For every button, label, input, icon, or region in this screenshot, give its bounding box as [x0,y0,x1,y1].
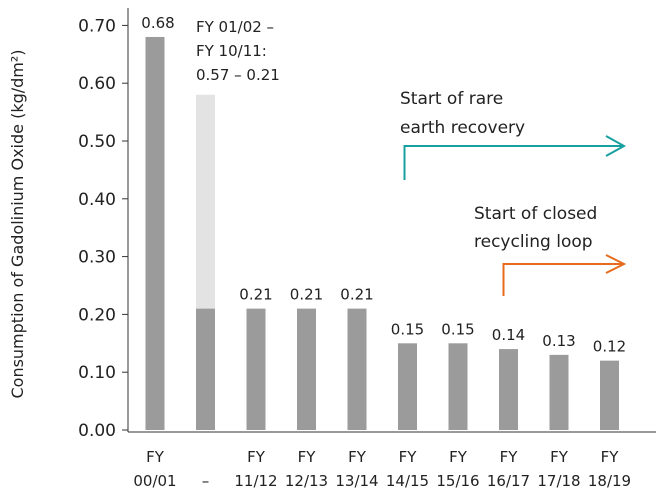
event-label-line: Start of rare [400,89,503,109]
x-tick-label-line2: 00/01 [133,472,176,490]
x-tick-label-line1: FY [399,448,418,466]
range-annotation-line: FY 01/02 – [196,18,274,36]
bar [246,308,266,430]
y-axis-label: Consumption of Gadolinium Oxide (kg/dm²) [8,49,27,398]
data-labels: 0.68 0.21 0.21 0.21 0.15 0.15 0.14 0.13 0.12 [141,14,626,356]
bar [196,308,215,430]
y-tick-label: 0.70 [78,16,116,36]
data-label: 0.21 [290,286,323,304]
x-tick-label-line1: FY [247,448,266,466]
bar [448,343,468,430]
event-arrowhead [605,135,627,157]
bar [145,36,165,431]
data-label: 0.12 [593,338,626,356]
range-bar [196,94,215,309]
bar [600,360,619,430]
x-tick-label-line2: 16/17 [487,472,530,490]
bar [499,349,518,430]
x-tick-label-line1: FY [298,448,317,466]
x-tick-label-line2: 14/15 [386,472,429,490]
x-tick-label-line2: – [202,472,210,490]
data-label: 0.15 [441,320,474,338]
x-tick-label-line2: 13/14 [335,472,378,490]
range-annotation: FY 01/02 – FY 10/11: 0.57 – 0.21 [196,18,280,84]
y-tick-label: 0.50 [78,132,116,152]
y-tick-label: 0.60 [78,74,116,94]
range-annotation-line: 0.57 – 0.21 [196,66,280,84]
event-arrow-line [403,145,624,180]
x-tick-label-line2: 17/18 [537,472,580,490]
event-label-line: Start of closed [474,204,597,224]
x-tick-label-line1: FY [500,448,519,466]
x-tick-label-line2: 15/16 [436,472,479,490]
x-tick-label-line1: FY [348,448,367,466]
data-label: 0.68 [141,14,174,32]
x-tick-label-line1: FY [550,448,569,466]
y-tick-label: 0.40 [78,190,116,210]
event-annotations: Start of rare earth recovery Start of clos… [400,89,627,296]
y-axis-ticks: 0.00 0.10 0.20 0.30 0.40 0.50 0.60 0.70 [78,16,128,441]
range-annotation-line: FY 10/11: [196,42,267,60]
y-tick-label: 0.30 [78,248,116,268]
y-tick-label: 0.10 [78,363,116,383]
event-label-line: earth recovery [400,118,525,138]
x-tick-label-line2: 12/13 [285,472,328,490]
data-label: 0.15 [391,320,424,338]
bar [347,308,367,430]
event-arrowhead [605,254,627,274]
bars [145,36,619,431]
event-label-line: recycling loop [474,232,593,252]
data-label: 0.21 [239,286,272,304]
x-tick-label-line1: FY [449,448,468,466]
bar [549,354,569,430]
data-label: 0.13 [542,332,575,350]
bar [398,343,417,430]
x-tick-label-line2: 11/12 [234,472,277,490]
bar [297,308,316,430]
x-tick-label-line1: FY [601,448,620,466]
data-label: 0.21 [340,286,373,304]
data-label: 0.14 [492,326,525,344]
y-tick-label: 0.00 [78,421,116,441]
event-arrow-line [502,263,624,296]
x-tick-label-line1: FY [146,448,165,466]
y-tick-label: 0.20 [78,305,116,325]
x-axis-labels: FY 00/01 – FY 11/12 FY 12/13 FY 13/14 FY 14/15 FY 15… [133,448,631,490]
x-tick-label-line2: 18/19 [588,472,631,490]
